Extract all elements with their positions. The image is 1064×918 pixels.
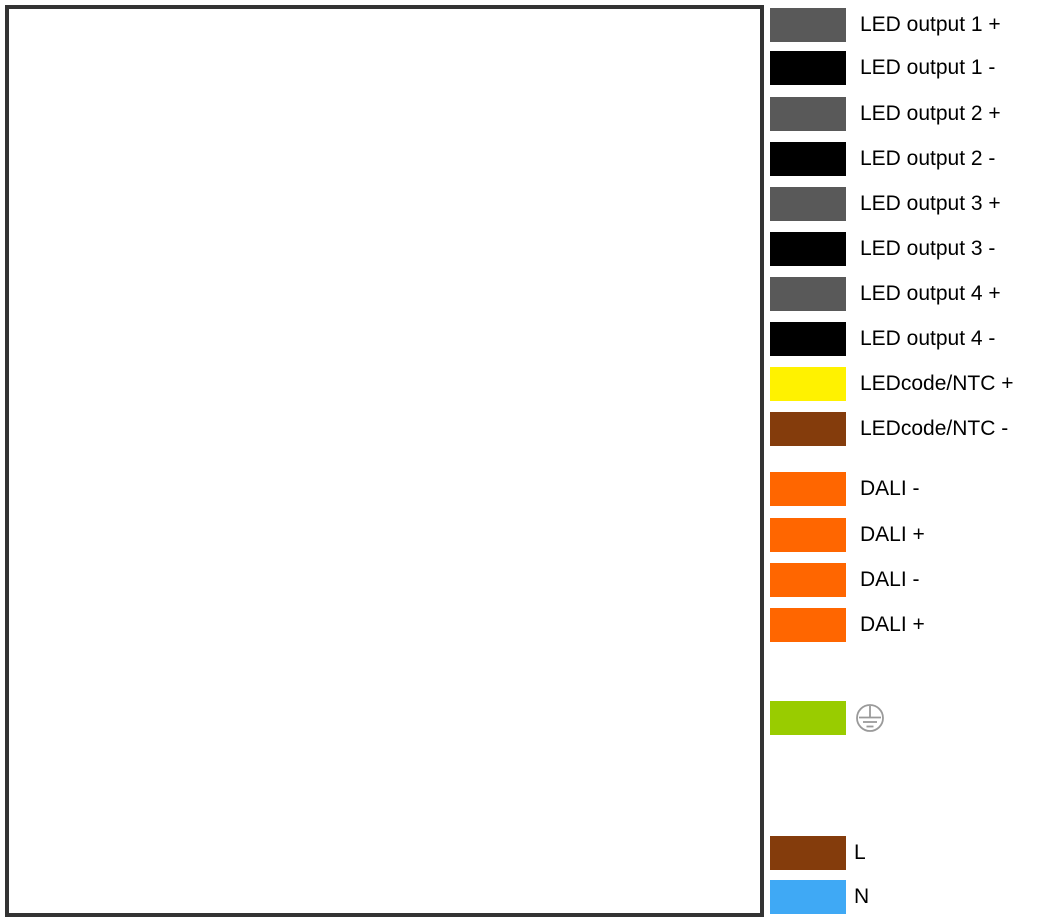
wire-color-swatch — [770, 51, 846, 85]
wire-color-swatch — [770, 322, 846, 356]
wire-color-swatch — [770, 187, 846, 221]
terminal-label: L — [854, 841, 866, 864]
wire-color-swatch — [770, 142, 846, 176]
terminal-dali-minus-1: DALI - — [770, 472, 920, 506]
terminal-neutral: N — [770, 880, 869, 914]
terminal-label: N — [854, 885, 870, 908]
device-outline — [5, 5, 764, 917]
terminal-dali-plus-1: DALI + — [770, 518, 925, 552]
terminal-label: DALI + — [860, 523, 925, 546]
wire-color-swatch — [770, 563, 846, 597]
wire-color-swatch — [770, 472, 846, 506]
wire-color-swatch — [770, 412, 846, 446]
wire-color-swatch — [770, 701, 846, 735]
wire-color-swatch — [770, 836, 846, 870]
terminal-label: LED output 4 + — [860, 282, 1001, 305]
terminal-label: LED output 2 + — [860, 102, 1001, 125]
terminal-led-output-4-minus: LED output 4 - — [770, 322, 995, 356]
terminal-dali-plus-2: DALI + — [770, 608, 925, 642]
terminal-led-output-4-plus: LED output 4 + — [770, 277, 1001, 311]
terminal-label: LED output 1 + — [860, 13, 1001, 36]
wire-color-swatch — [770, 232, 846, 266]
terminal-label: LEDcode/NTC + — [860, 372, 1014, 395]
terminal-label: LED output 4 - — [860, 327, 996, 350]
wire-color-swatch — [770, 367, 846, 401]
terminal-label: LED output 2 - — [860, 147, 996, 170]
wire-color-swatch — [770, 97, 846, 131]
terminal-led-output-2-plus: LED output 2 + — [770, 97, 1001, 131]
wire-color-swatch — [770, 8, 846, 42]
terminal-label: DALI + — [860, 613, 925, 636]
terminal-led-output-3-minus: LED output 3 - — [770, 232, 995, 266]
terminal-dali-minus-2: DALI - — [770, 563, 920, 597]
terminal-led-output-1-plus: LED output 1 + — [770, 8, 1001, 42]
terminal-label: DALI - — [860, 477, 920, 500]
terminal-led-output-1-minus: LED output 1 - — [770, 51, 995, 85]
terminal-ledcode-ntc-minus: LEDcode/NTC - — [770, 412, 1008, 446]
wire-color-swatch — [770, 518, 846, 552]
terminal-label: LEDcode/NTC - — [860, 417, 1009, 440]
terminal-label: LED output 3 - — [860, 237, 996, 260]
wire-color-swatch — [770, 608, 846, 642]
terminal-label: LED output 3 + — [860, 192, 1001, 215]
terminal-label: LED output 1 - — [860, 56, 996, 79]
wire-color-swatch — [770, 880, 846, 914]
terminal-line: L — [770, 836, 866, 870]
protective-earth-icon — [856, 704, 884, 732]
terminal-protective-earth — [770, 701, 885, 735]
terminal-label: DALI - — [860, 568, 920, 591]
terminal-led-output-2-minus: LED output 2 - — [770, 142, 995, 176]
wire-color-swatch — [770, 277, 846, 311]
terminal-ledcode-ntc-plus: LEDcode/NTC + — [770, 367, 1013, 401]
terminal-led-output-3-plus: LED output 3 + — [770, 187, 1001, 221]
